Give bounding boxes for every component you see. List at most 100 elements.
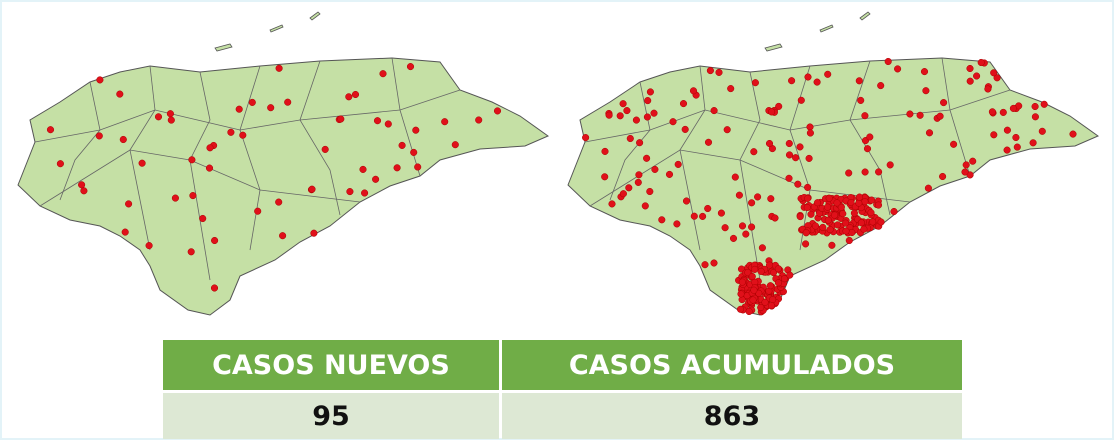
case-dot — [706, 67, 714, 75]
case-dot — [275, 198, 283, 206]
case-dot — [786, 271, 794, 279]
case-dot — [877, 82, 885, 90]
case-dot — [824, 70, 832, 78]
island — [819, 24, 834, 33]
island — [269, 24, 284, 33]
case-dot — [372, 175, 380, 183]
case-dot — [863, 145, 872, 153]
case-dot — [771, 214, 779, 222]
case-dot — [46, 126, 55, 134]
case-dot — [748, 199, 756, 207]
case-dot — [804, 183, 812, 191]
case-dot — [601, 173, 609, 181]
case-dot — [345, 93, 353, 101]
case-dot — [966, 77, 974, 85]
case-dot — [95, 132, 103, 140]
case-dot — [1031, 102, 1039, 111]
case-dot — [80, 187, 88, 195]
case-dot — [834, 221, 842, 229]
case-dot — [582, 134, 590, 142]
case-dot — [977, 58, 985, 67]
case-dot — [254, 207, 262, 215]
island — [859, 11, 871, 21]
department-border — [239, 65, 261, 251]
department-border — [59, 81, 101, 201]
case-dot — [936, 112, 944, 120]
case-dot — [990, 131, 998, 139]
case-dot — [744, 269, 752, 277]
case-dot — [748, 223, 756, 231]
case-dot — [650, 109, 658, 117]
case-dot — [845, 169, 853, 177]
department-border — [299, 60, 341, 216]
case-dot — [1038, 127, 1046, 135]
case-dot — [874, 201, 883, 209]
case-dot — [736, 305, 745, 313]
case-dot — [321, 145, 329, 153]
case-dot — [310, 229, 318, 237]
case-dot — [619, 100, 627, 108]
case-dot — [731, 173, 739, 181]
case-dot — [210, 284, 219, 292]
case-dot — [984, 85, 992, 93]
case-dot — [166, 110, 174, 118]
case-dot — [679, 100, 688, 108]
case-dot — [767, 195, 775, 203]
case-dot — [848, 228, 856, 237]
case-dot — [275, 64, 283, 72]
case-dot — [361, 189, 369, 197]
case-dot — [145, 242, 153, 250]
case-dot — [393, 164, 401, 172]
case-dot — [811, 222, 820, 230]
department-border — [34, 89, 461, 143]
case-dot — [199, 214, 207, 223]
case-dot — [665, 170, 674, 178]
case-dot — [993, 74, 1001, 82]
case-dot — [877, 218, 885, 226]
case-dot — [922, 87, 930, 95]
case-dot — [673, 220, 681, 228]
case-dot — [690, 212, 698, 220]
case-dot — [802, 229, 810, 237]
data-cell: 95 — [163, 393, 499, 439]
case-dot — [608, 200, 616, 208]
case-dot — [804, 194, 812, 202]
island — [764, 43, 783, 52]
case-dot — [710, 259, 718, 267]
case-dot — [1003, 146, 1011, 154]
case-dot — [658, 216, 666, 224]
case-dot — [682, 197, 691, 205]
case-dot — [1029, 139, 1037, 147]
case-dot — [248, 98, 256, 106]
case-dot — [154, 113, 163, 121]
case-dot — [804, 73, 812, 81]
case-dot — [886, 161, 894, 169]
case-dot — [189, 192, 197, 200]
case-dot — [857, 219, 865, 227]
case-dot — [990, 69, 998, 77]
case-dot — [669, 118, 677, 126]
case-dot — [861, 168, 869, 176]
case-dot — [749, 296, 757, 304]
case-dot — [831, 211, 839, 219]
case-dot — [1009, 104, 1017, 112]
case-dot — [750, 148, 758, 156]
case-dot — [745, 307, 753, 316]
case-dot — [379, 70, 387, 78]
data-cell: 863 — [501, 393, 962, 439]
case-dot — [644, 97, 652, 105]
case-dot — [807, 210, 815, 218]
case-dot — [414, 163, 422, 171]
case-dot — [961, 168, 969, 176]
case-dot — [813, 199, 822, 207]
case-dot — [868, 196, 876, 204]
case-dot — [813, 78, 821, 86]
case-dot — [227, 128, 235, 136]
case-dot — [774, 265, 782, 273]
case-dot — [406, 63, 415, 71]
case-dot — [855, 77, 863, 85]
case-dot — [616, 112, 624, 120]
case-dot — [619, 190, 627, 198]
case-dot — [78, 181, 86, 189]
header-row: CASOS NUEVOS CASOS ACUMULADOS — [163, 340, 962, 390]
